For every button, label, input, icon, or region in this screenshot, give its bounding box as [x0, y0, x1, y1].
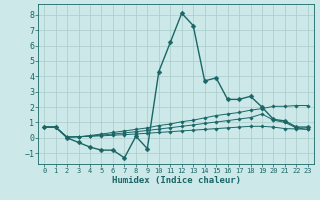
X-axis label: Humidex (Indice chaleur): Humidex (Indice chaleur)	[111, 176, 241, 185]
